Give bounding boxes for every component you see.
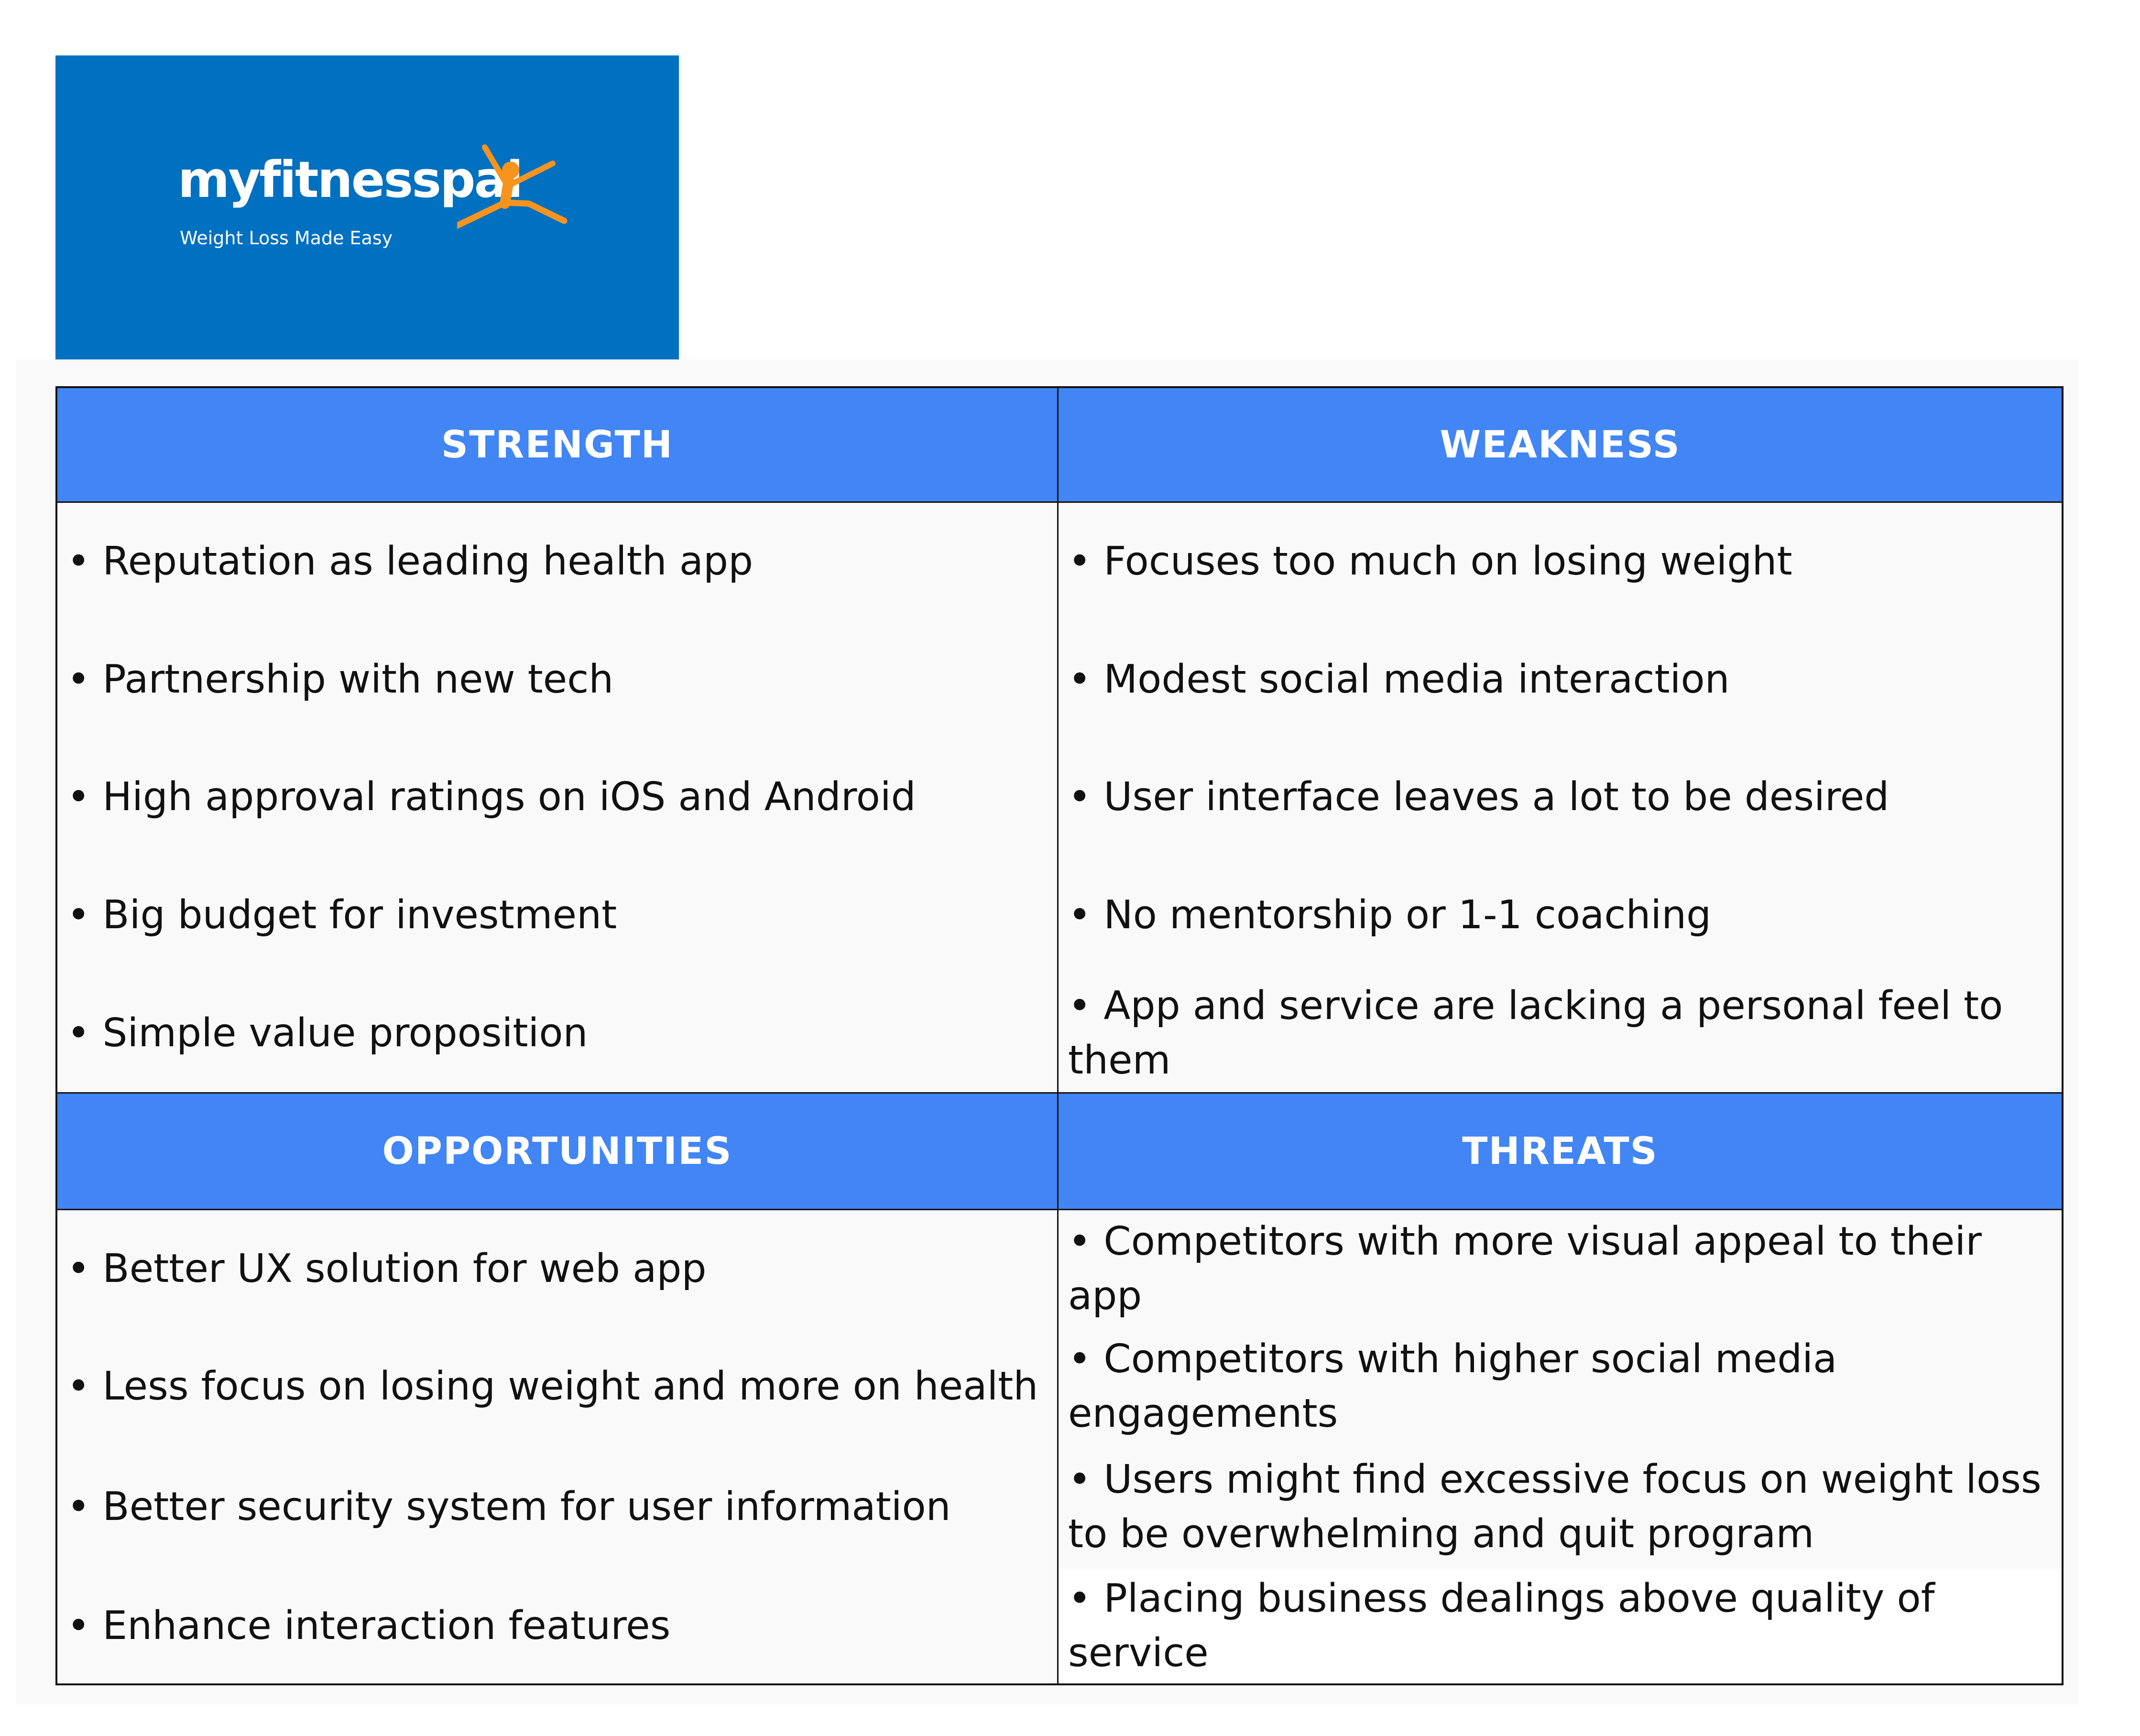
list-item: • Users might find excessive focus on we… bbox=[1068, 1457, 2054, 1557]
jumping-figure-icon bbox=[457, 144, 568, 229]
weakness-cell: • Focuses too much on losing weight • Mo… bbox=[1059, 503, 2062, 1094]
logo-wordmark: myfitnesspal bbox=[178, 151, 523, 209]
list-item: • Competitors with higher social media e… bbox=[1068, 1336, 1850, 1436]
list-item: • Big budget for investment bbox=[67, 892, 617, 938]
threats-cell: • Competitors with more visual appeal to… bbox=[1059, 1210, 2062, 1683]
strength-header: STRENGTH bbox=[57, 388, 1059, 503]
list-item: • Reputation as leading health app bbox=[67, 539, 753, 585]
swot-table: STRENGTH WEAKNESS • Reputation as leadin… bbox=[55, 386, 2064, 1685]
list-item: • Better UX solution for web app bbox=[67, 1246, 707, 1291]
list-item: • Focuses too much on losing weight bbox=[1068, 539, 1792, 585]
list-item: • High approval ratings on iOS and Andro… bbox=[67, 774, 916, 820]
opportunities-header: OPPORTUNITIES bbox=[57, 1094, 1059, 1210]
list-item: • App and service are lacking a personal… bbox=[1068, 983, 2016, 1083]
weakness-header: WEAKNESS bbox=[1059, 388, 2062, 503]
list-item: • Less focus on losing weight and more o… bbox=[67, 1364, 1038, 1409]
myfitnesspal-logo: myfitnesspal Weight Loss Made Easy bbox=[55, 55, 679, 359]
list-item: • Better security system for user inform… bbox=[67, 1484, 951, 1530]
strength-cell: • Reputation as leading health app • Par… bbox=[57, 503, 1059, 1094]
list-item: • User interface leaves a lot to be desi… bbox=[1068, 774, 1889, 820]
list-item: • Placing business dealings above qualit… bbox=[1059, 1569, 2062, 1683]
list-item: • Modest social media interaction bbox=[1068, 656, 1730, 702]
list-item: • Enhance interaction features bbox=[67, 1603, 671, 1649]
list-item: • Competitors with more visual appeal to… bbox=[1068, 1219, 1995, 1319]
threats-header: THREATS bbox=[1059, 1094, 2062, 1210]
logo-tagline: Weight Loss Made Easy bbox=[180, 228, 393, 249]
list-item: • No mentorship or 1-1 coaching bbox=[1068, 892, 1712, 938]
opportunities-cell: • Better UX solution for web app • Less … bbox=[57, 1210, 1059, 1683]
list-item: • Simple value proposition bbox=[67, 1010, 588, 1056]
list-item: • Partnership with new tech bbox=[67, 656, 614, 702]
